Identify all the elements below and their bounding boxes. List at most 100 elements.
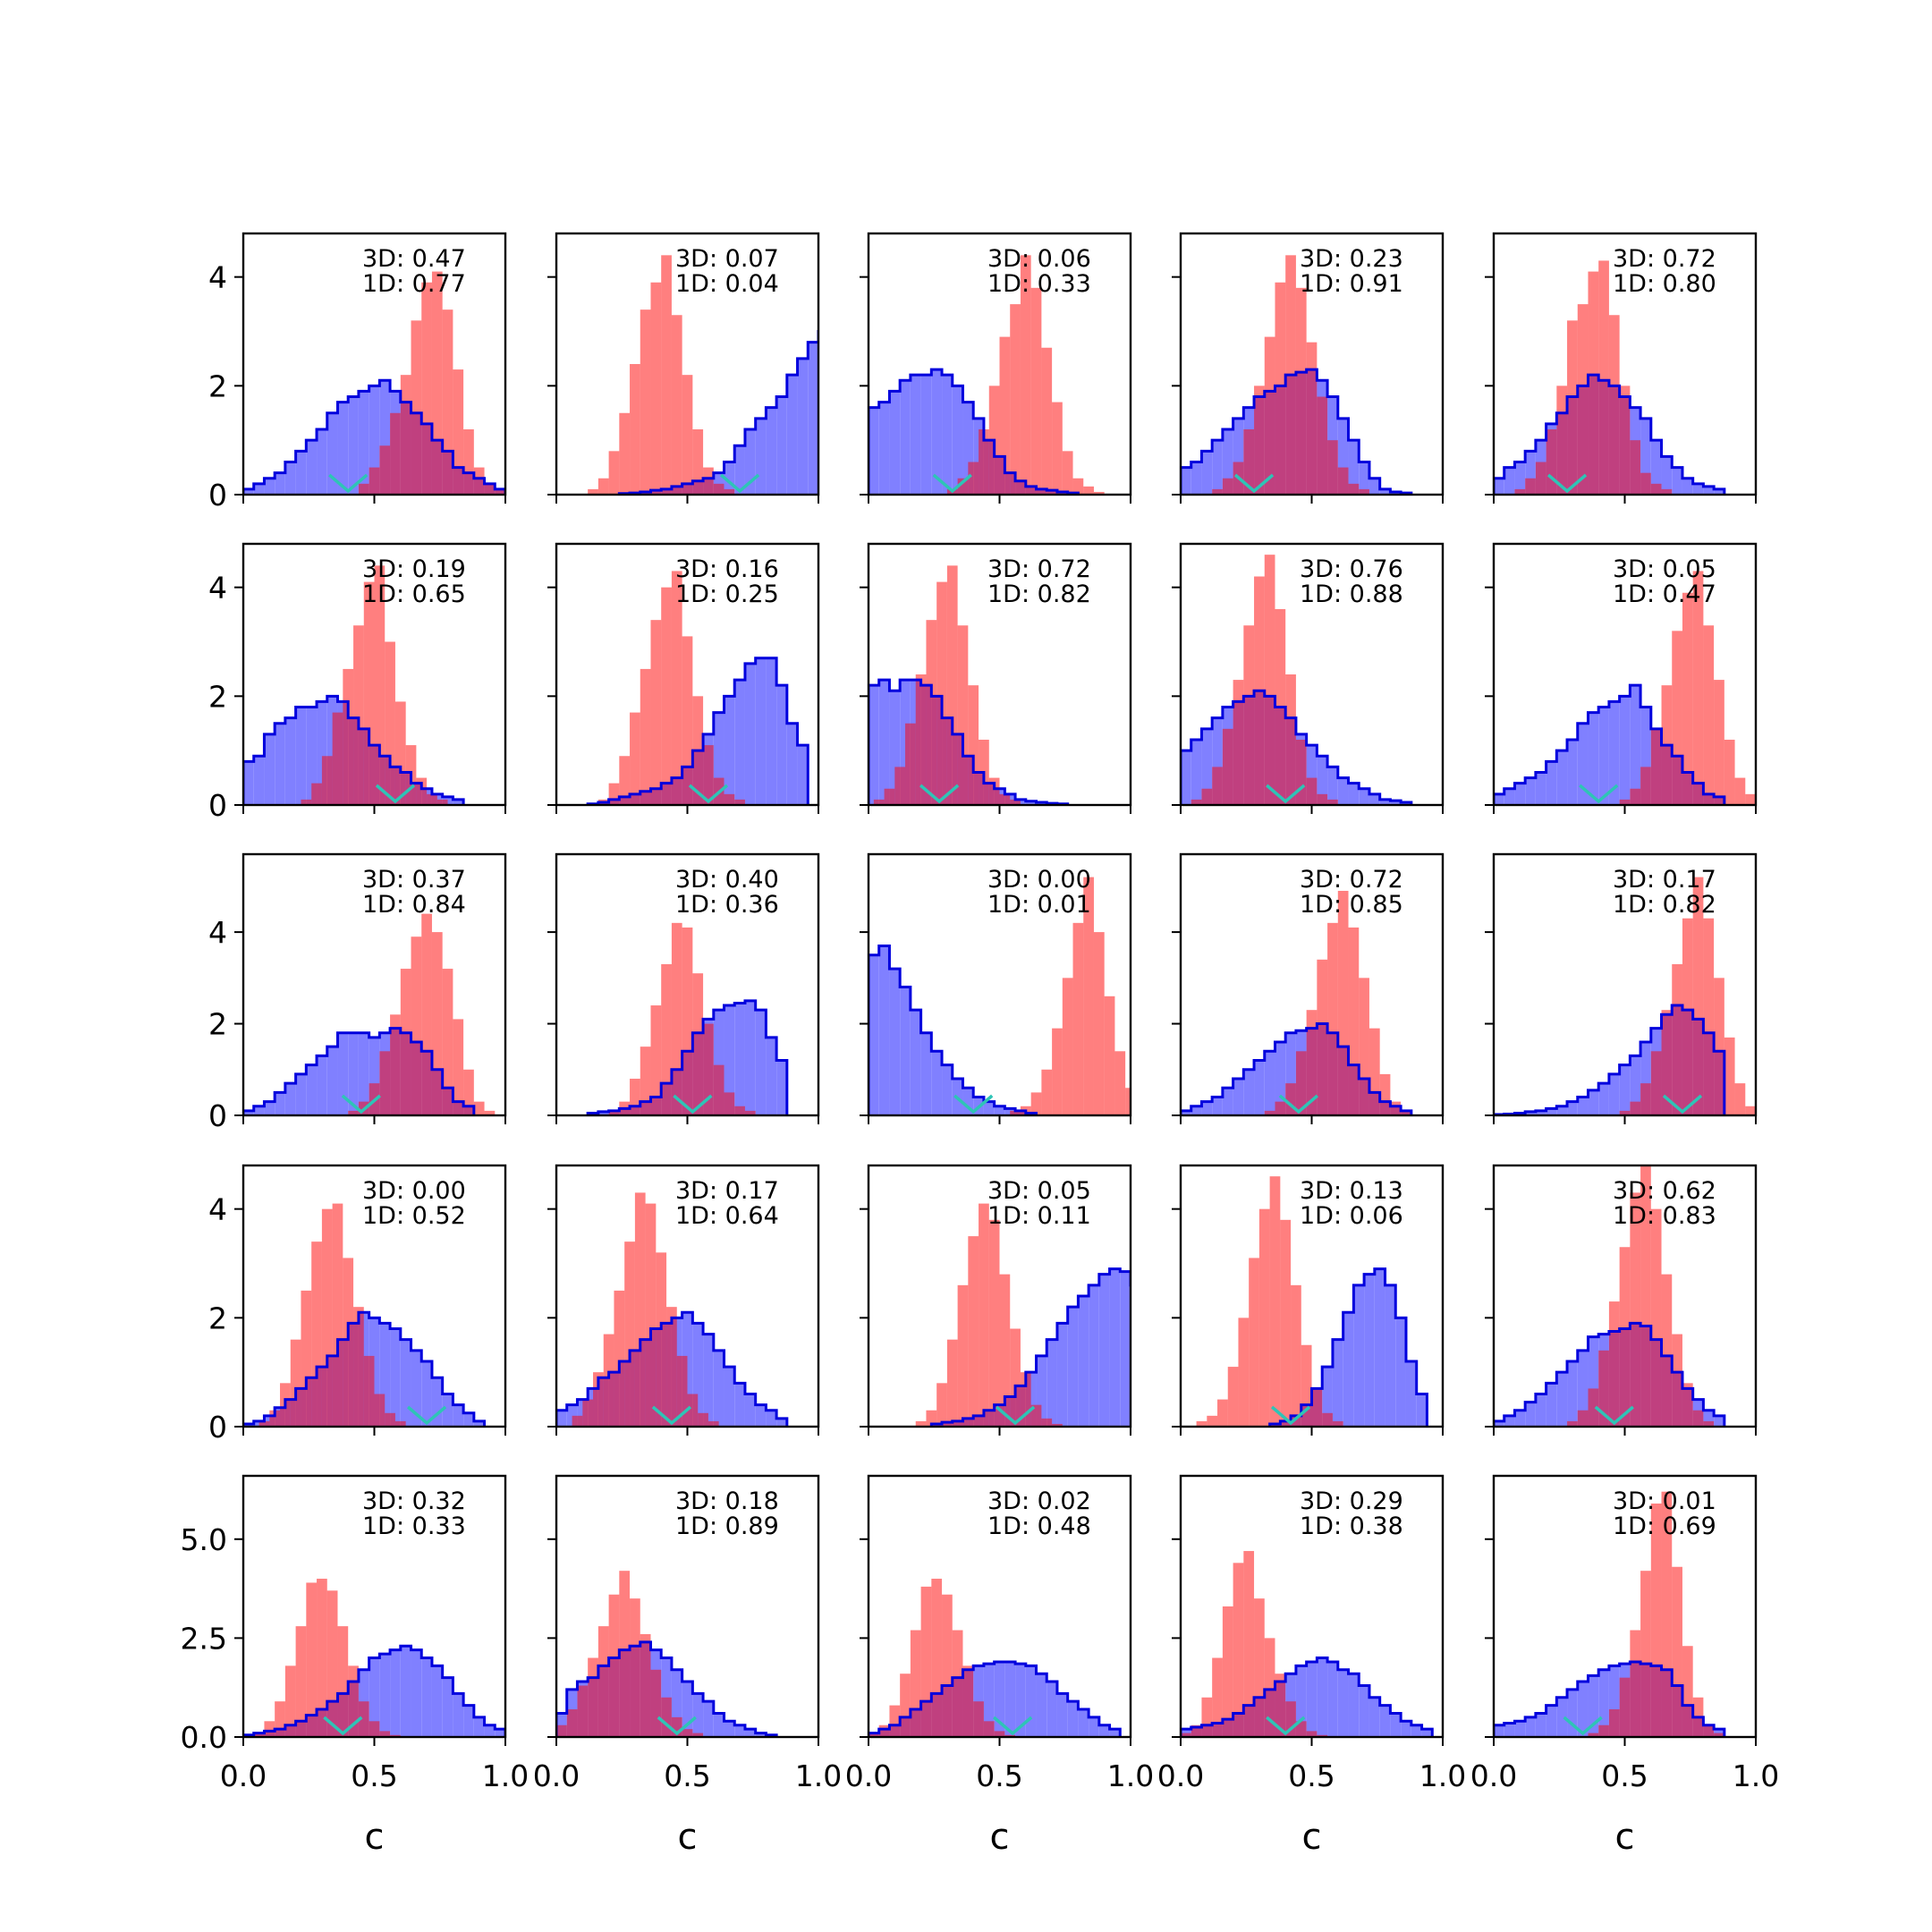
blue-bar (1504, 467, 1515, 495)
blue-bar (1525, 777, 1536, 805)
red-bar (650, 282, 662, 495)
red-bar (608, 1110, 620, 1115)
blue-bar (1608, 701, 1620, 805)
red-bar (317, 1579, 327, 1737)
red-bar (671, 922, 682, 1115)
blue-bar (910, 375, 921, 495)
blue-bar (275, 723, 285, 805)
blue-bar (1056, 1693, 1068, 1737)
blue-bar (369, 386, 380, 495)
red-bar (936, 581, 947, 805)
red-bar (1714, 1733, 1724, 1737)
red-bar (682, 1729, 693, 1737)
marker-v (1579, 784, 1619, 804)
marker-v (1594, 1405, 1634, 1426)
blue-bar (253, 483, 265, 495)
red-bar (1608, 315, 1620, 495)
blue-bar (869, 407, 879, 495)
label-1d: 1D: 0.65 (362, 580, 466, 608)
red-bar (1083, 877, 1094, 1115)
blue-bar (755, 657, 767, 805)
marker-v (995, 1405, 1036, 1426)
blue-bar (1630, 1055, 1641, 1115)
red-bar (1041, 1069, 1053, 1115)
red-bar (1588, 1733, 1599, 1737)
red-bar (453, 369, 464, 495)
red-bar (630, 712, 640, 805)
red-bar (873, 799, 885, 805)
x-axis-label: c (990, 1817, 1010, 1858)
blue-bar (1379, 799, 1391, 805)
red-bar (1359, 978, 1369, 1115)
blue-step-outline (1268, 1267, 1428, 1427)
blue-bar (1348, 783, 1360, 805)
red-bar (411, 320, 422, 495)
red-bar (390, 412, 401, 495)
blue-bar (1353, 1284, 1365, 1427)
blue-bar (1337, 777, 1349, 805)
blue-bar (1556, 1372, 1568, 1427)
red-bar (394, 1420, 406, 1427)
red-bar (1212, 488, 1223, 495)
x-tick-label: 0.5 (664, 1758, 710, 1793)
blue-step-outline (243, 1027, 476, 1115)
label-1d: 1D: 0.82 (987, 580, 1091, 608)
red-bar (358, 483, 369, 495)
blue-bar (348, 396, 359, 495)
blue-bar (1201, 728, 1213, 805)
y-tick-label: 0 (208, 478, 227, 513)
blue-bar (306, 707, 318, 805)
red-bar (1619, 386, 1631, 495)
blue-step-outline (1181, 1022, 1413, 1115)
red-bar (1295, 287, 1307, 495)
blue-bar (1640, 1042, 1651, 1115)
blue-bar (1608, 1073, 1620, 1115)
blue-bar (1598, 1669, 1609, 1737)
red-bar (1010, 304, 1021, 495)
y-tick-label: 5.0 (181, 1522, 227, 1557)
red-bar (1317, 396, 1328, 495)
red-bar (593, 1372, 604, 1427)
red-bar (608, 1594, 620, 1737)
blue-bar (766, 657, 777, 805)
plot-area (1181, 890, 1413, 1115)
blue-bar (1494, 793, 1504, 805)
blue-bar (463, 1705, 474, 1737)
red-bar (275, 1701, 285, 1737)
red-bar (661, 255, 672, 495)
red-bar (306, 1582, 318, 1737)
red-bar (1243, 429, 1255, 495)
label-3d: 3D: 0.47 (362, 245, 466, 273)
blue-bar (1222, 429, 1233, 495)
blue-bar (1212, 717, 1223, 805)
x-tick-label: 0.5 (976, 1758, 1022, 1793)
blue-bar (1368, 793, 1380, 805)
red-bar (1672, 1334, 1682, 1427)
blue-bar (1348, 1674, 1360, 1737)
red-bar (332, 712, 343, 805)
red-bar (1181, 1733, 1191, 1737)
red-bar (1010, 1328, 1021, 1427)
blue-bar (453, 1693, 464, 1737)
red-bar (979, 429, 989, 495)
label-1d: 1D: 0.69 (1613, 1513, 1716, 1540)
red-bar (630, 1079, 640, 1115)
red-bar (994, 1731, 1005, 1737)
red-bar (369, 467, 380, 495)
red-bar (1275, 1674, 1286, 1737)
blue-bar (1056, 1323, 1068, 1427)
red-bar (1745, 793, 1756, 805)
red-bar (1264, 336, 1275, 495)
red-bar (597, 1626, 609, 1737)
x-axis-label: c (1302, 1817, 1322, 1858)
blue-bar (889, 691, 901, 805)
blue-bar (776, 685, 787, 805)
blue-bar (1181, 467, 1191, 495)
red-bar (608, 451, 620, 495)
red-bar (1317, 959, 1328, 1115)
red-bar (1650, 1051, 1662, 1115)
blue-bar (1682, 478, 1693, 495)
